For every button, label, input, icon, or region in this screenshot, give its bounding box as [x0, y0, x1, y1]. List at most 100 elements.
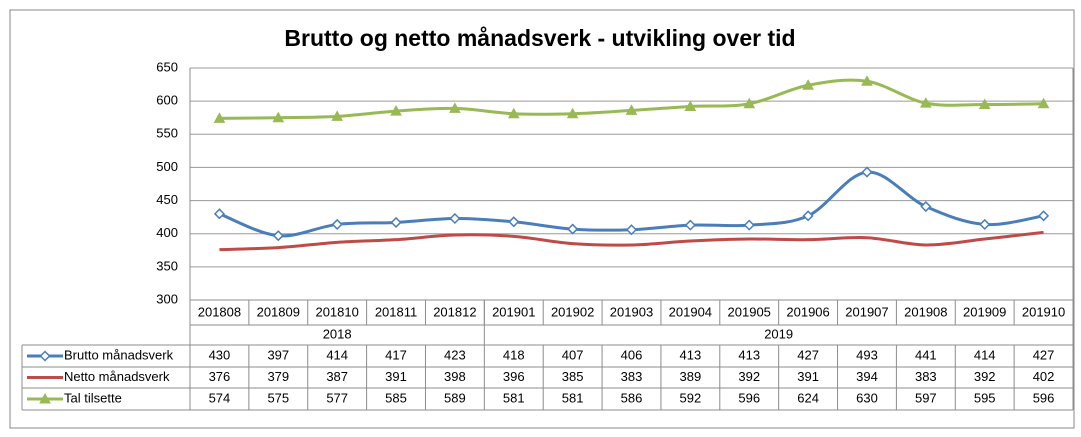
marker — [1037, 97, 1050, 109]
y-tick-label: 650 — [156, 59, 178, 74]
table-value: 427 — [797, 347, 819, 362]
y-tick-label: 600 — [156, 93, 178, 108]
table-value: 392 — [738, 369, 760, 384]
table-value: 624 — [797, 390, 819, 405]
x-tick-label: 201901 — [492, 304, 535, 319]
x-tick-label: 201909 — [963, 304, 1006, 319]
table-value: 574 — [209, 390, 231, 405]
marker — [507, 107, 520, 119]
marker — [566, 107, 579, 119]
x-tick-label: 201906 — [786, 304, 829, 319]
y-tick-label: 300 — [156, 291, 178, 306]
table-value: 414 — [326, 347, 348, 362]
x-tick-label: 201908 — [904, 304, 947, 319]
table-value: 394 — [856, 369, 878, 384]
marker — [39, 350, 51, 362]
y-tick-label: 500 — [156, 159, 178, 174]
marker — [331, 110, 344, 121]
x-tick-label: 201810 — [315, 304, 358, 319]
table-value: 413 — [738, 347, 760, 362]
y-tick-label: 450 — [156, 192, 178, 207]
table-value: 383 — [915, 369, 937, 384]
marker — [272, 230, 284, 242]
table-value: 398 — [444, 369, 466, 384]
y-tick-label: 350 — [156, 258, 178, 273]
table-value: 585 — [385, 390, 407, 405]
marker — [979, 218, 991, 230]
table-value: 577 — [326, 390, 348, 405]
table-value: 596 — [738, 390, 760, 405]
y-tick-label: 550 — [156, 126, 178, 141]
table-value: 389 — [680, 369, 702, 384]
marker — [920, 200, 932, 213]
x-tick-label: 201904 — [669, 304, 712, 319]
table-value: 402 — [1033, 369, 1055, 384]
marker — [684, 219, 696, 231]
table-value: 589 — [444, 390, 466, 405]
series-line — [219, 230, 1044, 252]
legend-label: Netto månadsverk — [64, 369, 170, 384]
x-tick-label: 201905 — [728, 304, 771, 319]
table-value: 379 — [267, 369, 289, 384]
marker — [213, 112, 226, 123]
marker — [684, 100, 697, 111]
table-value: 430 — [209, 347, 231, 362]
y-tick-label: 400 — [156, 225, 178, 240]
x-tick-label: 201907 — [845, 304, 888, 319]
table-value: 586 — [621, 390, 643, 405]
x-tick-label: 201903 — [610, 304, 653, 319]
table-value: 406 — [621, 347, 643, 362]
marker — [272, 111, 285, 123]
marker — [331, 218, 343, 230]
table-value: 595 — [974, 390, 996, 405]
marker — [390, 105, 402, 116]
table-value: 407 — [562, 347, 584, 362]
marker — [213, 208, 225, 220]
table-value: 397 — [267, 347, 289, 362]
group-label: 2019 — [764, 326, 793, 341]
marker — [449, 212, 461, 225]
table-value: 391 — [385, 369, 407, 384]
legend-label: Brutto månadsverk — [64, 347, 174, 362]
x-tick-label: 201811 — [375, 304, 417, 319]
x-tick-label: 201910 — [1022, 304, 1065, 319]
table-value: 581 — [503, 390, 525, 405]
marker — [743, 97, 756, 109]
marker — [449, 102, 461, 113]
table-value: 414 — [974, 347, 996, 362]
marker — [802, 79, 814, 90]
table-value: 575 — [267, 390, 289, 405]
x-tick-label: 201809 — [257, 304, 300, 319]
marker — [625, 224, 638, 236]
table-value: 413 — [680, 347, 702, 362]
x-tick-label: 201902 — [551, 304, 594, 319]
marker — [978, 98, 991, 109]
table-value: 396 — [503, 369, 525, 384]
marker — [802, 210, 814, 222]
marker — [861, 166, 873, 178]
marker — [567, 223, 579, 235]
table-value: 427 — [1033, 347, 1055, 362]
marker — [508, 216, 520, 228]
marker — [1038, 210, 1050, 222]
marker — [861, 75, 873, 86]
table-value: 376 — [209, 369, 231, 384]
table-value: 391 — [797, 369, 819, 384]
table-value: 597 — [915, 390, 937, 405]
table-value: 423 — [444, 347, 466, 362]
group-label: 2018 — [323, 326, 352, 341]
table-value: 387 — [326, 369, 348, 384]
table-value: 630 — [856, 390, 878, 405]
table-value: 392 — [974, 369, 996, 384]
table-value: 385 — [562, 369, 584, 384]
table-value: 581 — [562, 390, 584, 405]
table-value: 596 — [1033, 390, 1055, 405]
table-value: 418 — [503, 347, 525, 362]
marker — [743, 219, 755, 231]
marker — [919, 97, 932, 108]
table-value: 592 — [680, 390, 702, 405]
table-value: 441 — [915, 347, 937, 362]
table-value: 383 — [621, 369, 643, 384]
marker — [39, 392, 51, 404]
